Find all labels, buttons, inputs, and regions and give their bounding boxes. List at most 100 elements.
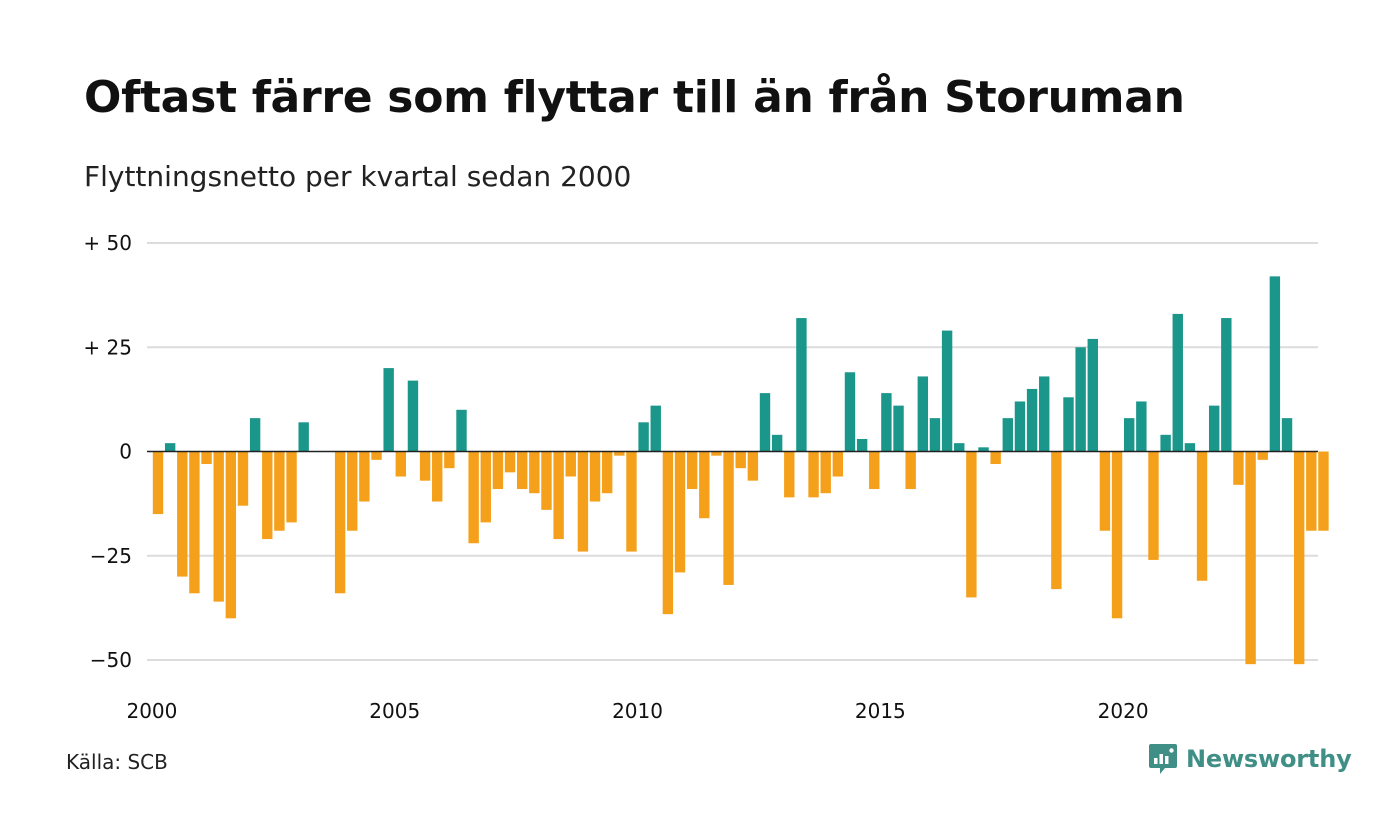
- bar: [504, 451, 516, 473]
- bar: [1148, 451, 1159, 560]
- bar: [966, 451, 977, 598]
- bar: [869, 451, 880, 490]
- bar: [1136, 401, 1147, 452]
- bar: [334, 451, 346, 594]
- y-tick-label: + 25: [83, 335, 132, 359]
- bar: [383, 368, 394, 452]
- bars: [152, 276, 1329, 665]
- x-tick-label: 2010: [612, 699, 663, 723]
- y-tick-label: 0: [119, 440, 132, 464]
- bar: [492, 451, 504, 490]
- bar: [820, 451, 831, 494]
- bar: [201, 451, 212, 465]
- bar: [298, 422, 309, 452]
- bar: [954, 443, 965, 452]
- bar: [359, 451, 370, 502]
- bar: [1184, 443, 1196, 452]
- bar: [650, 405, 661, 452]
- bar: [747, 451, 759, 481]
- bar: [529, 451, 540, 494]
- bar: [626, 451, 637, 552]
- bar: [1245, 451, 1256, 665]
- bar: [1293, 451, 1305, 665]
- bar: [1039, 376, 1050, 452]
- bar: [808, 451, 819, 498]
- bar: [881, 393, 892, 452]
- bar: [1233, 451, 1244, 485]
- bar: [189, 451, 200, 594]
- y-tick-label: −50: [90, 648, 132, 672]
- bar: [237, 451, 249, 506]
- bar: [711, 451, 722, 456]
- bar: [225, 451, 237, 619]
- bar: [468, 451, 479, 544]
- bar: [1221, 318, 1232, 452]
- bar: [723, 451, 734, 585]
- bar: [1051, 451, 1062, 590]
- source-note: Källa: SCB: [66, 750, 168, 774]
- bar: [517, 451, 528, 490]
- bar: [674, 451, 686, 573]
- bar: [456, 409, 467, 452]
- bar: [432, 451, 443, 502]
- bar: [565, 451, 576, 477]
- bar: [444, 451, 455, 469]
- brand-name: Newsworthy: [1186, 745, 1352, 773]
- bar: [213, 451, 224, 602]
- bar: [759, 393, 771, 452]
- bar: [1075, 347, 1086, 452]
- chart-subtitle: Flyttningsnetto per kvartal sedan 2000: [84, 160, 632, 193]
- bar: [771, 434, 783, 452]
- bar: [407, 380, 419, 452]
- bar: [1172, 313, 1183, 452]
- bar: [1063, 397, 1074, 452]
- bar: [1196, 451, 1208, 581]
- bar: [832, 451, 844, 477]
- y-axis-ticks: + 50 + 25 0 −25 −50: [83, 231, 132, 672]
- bar: [577, 451, 589, 552]
- x-tick-label: 2015: [855, 699, 906, 723]
- bar: [796, 318, 807, 452]
- y-tick-label: + 50: [83, 231, 132, 255]
- bar: [347, 451, 358, 531]
- bar: [1269, 276, 1281, 452]
- bar: [601, 451, 613, 494]
- bar: [553, 451, 564, 540]
- bar: [1099, 451, 1111, 531]
- bar: [856, 438, 868, 452]
- newsworthy-logo-icon: [1149, 744, 1177, 774]
- bar: [371, 451, 382, 460]
- bar: [177, 451, 188, 577]
- brand-logo: Newsworthy: [1148, 742, 1352, 776]
- x-axis-ticks: 2000 2005 2010 2015 2020: [126, 699, 1148, 723]
- y-tick-label: −25: [90, 544, 132, 568]
- bar: [893, 405, 904, 452]
- bar: [1026, 388, 1038, 452]
- bar: [1087, 338, 1098, 452]
- bar: [1257, 451, 1268, 460]
- bar: [395, 451, 406, 477]
- x-tick-label: 2020: [1098, 699, 1149, 723]
- bar: [541, 451, 552, 510]
- bar: [1281, 418, 1293, 452]
- bar: [905, 451, 916, 490]
- bar: [1111, 451, 1123, 619]
- bar: [614, 451, 625, 456]
- bar: [152, 451, 164, 515]
- bar: [274, 451, 285, 531]
- bar: [929, 418, 941, 452]
- bar: [990, 451, 1001, 465]
- bar: [638, 422, 649, 452]
- bar: [735, 451, 746, 469]
- bar: [419, 451, 431, 481]
- bar: [662, 451, 674, 615]
- bar: [480, 451, 491, 523]
- bar: [286, 451, 297, 523]
- bar: [1124, 418, 1135, 452]
- chart-title: Oftast färre som flyttar till än från St…: [84, 72, 1185, 123]
- bar: [1208, 405, 1220, 452]
- bar: [1306, 451, 1317, 531]
- bar: [262, 451, 273, 540]
- bar: [1014, 401, 1026, 452]
- bar: [686, 451, 698, 490]
